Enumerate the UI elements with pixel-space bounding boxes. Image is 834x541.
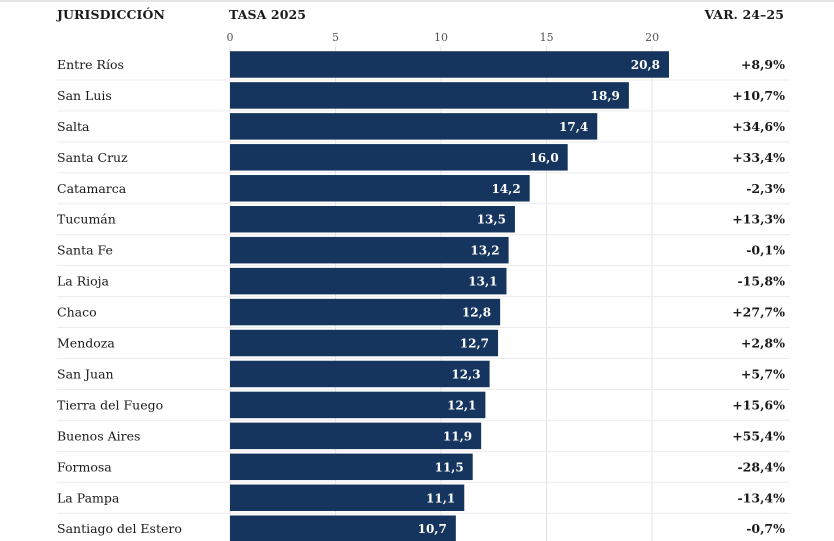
category-label: Tierra del Fuego <box>57 397 163 412</box>
variation-label: -0,7% <box>746 521 785 536</box>
row-labels: 20,8 Entre Ríos +8,9% 18,9 San Luis +10,7% 17,… <box>57 57 785 536</box>
x-tick-label: 15 <box>540 31 554 44</box>
variation-label: +27,7% <box>732 305 785 320</box>
variation-label: +10,7% <box>732 88 785 103</box>
variation-label: +2,8% <box>741 336 785 351</box>
x-tick-label: 20 <box>645 31 659 44</box>
bar-value-label: 12,7 <box>460 337 489 351</box>
category-label: La Pampa <box>57 490 120 505</box>
bar <box>230 360 490 388</box>
variation-label: +33,4% <box>732 150 785 165</box>
bar <box>230 175 530 202</box>
bars <box>230 51 669 541</box>
header-jurisdiccion: JURISDICCIÓN <box>57 7 166 22</box>
bar <box>230 515 456 541</box>
category-label: Chaco <box>57 305 97 320</box>
bar-value-label: 12,1 <box>447 398 476 412</box>
category-label: Santa Cruz <box>57 150 128 165</box>
category-label: Santa Fe <box>57 243 113 258</box>
bar <box>230 484 465 512</box>
bar <box>230 51 669 78</box>
bar <box>230 298 501 326</box>
category-label: Buenos Aires <box>57 428 140 443</box>
x-axis-ticks: 0 5 10 15 20 <box>227 31 660 44</box>
bar <box>230 144 568 171</box>
bar-value-label: 11,1 <box>426 491 455 505</box>
bar <box>230 267 507 295</box>
row-dividers <box>57 79 790 514</box>
category-label: San Luis <box>57 88 112 103</box>
variation-label: +15,6% <box>732 397 785 412</box>
bar <box>230 205 515 233</box>
variation-label: +55,4% <box>732 428 785 443</box>
header-variacion: VAR. 24–25 <box>704 7 784 22</box>
bar-value-label: 13,2 <box>470 244 499 258</box>
bar-value-label: 18,9 <box>591 89 620 103</box>
bar-value-label: 11,9 <box>443 429 472 443</box>
category-label: La Rioja <box>57 274 110 289</box>
variation-label: +5,7% <box>741 366 785 381</box>
bar <box>230 391 486 419</box>
bar-value-label: 11,5 <box>434 460 463 474</box>
bar-value-label: 12,3 <box>451 367 480 381</box>
bar-value-label: 10,7 <box>418 522 447 536</box>
bar <box>230 236 509 264</box>
variation-label: -0,1% <box>746 243 785 258</box>
bar <box>230 329 499 357</box>
top-rule <box>0 0 834 2</box>
category-label: Salta <box>57 119 90 134</box>
bar-value-label: 20,8 <box>631 58 660 72</box>
category-label: Catamarca <box>57 181 127 196</box>
header-tasa: TASA 2025 <box>229 7 307 22</box>
variation-label: -13,4% <box>737 490 785 505</box>
category-label: Formosa <box>57 459 112 474</box>
bar-value-label: 12,8 <box>462 306 491 320</box>
variation-label: -2,3% <box>746 181 785 196</box>
category-label: Santiago del Estero <box>57 521 182 536</box>
variation-label: -28,4% <box>737 459 785 474</box>
bar <box>230 422 482 450</box>
category-label: Entre Ríos <box>57 57 124 72</box>
category-label: Tucumán <box>57 212 116 227</box>
bar-value-label: 16,0 <box>529 151 558 165</box>
variation-label: -15,8% <box>737 274 785 289</box>
bar-value-label: 14,2 <box>491 182 520 196</box>
category-label: Mendoza <box>57 336 115 351</box>
bar <box>230 113 598 140</box>
bar-value-label: 17,4 <box>559 120 588 134</box>
variation-label: +8,9% <box>741 57 785 72</box>
x-tick-label: 10 <box>434 31 448 44</box>
x-tick-label: 5 <box>332 31 339 44</box>
bar <box>230 453 473 481</box>
category-label: San Juan <box>57 366 114 381</box>
bar-value-label: 13,5 <box>477 213 506 227</box>
bar <box>230 82 629 109</box>
variation-label: +34,6% <box>732 119 785 134</box>
bar-value-label: 13,1 <box>468 275 497 289</box>
x-tick-label: 0 <box>227 31 234 44</box>
variation-label: +13,3% <box>732 212 785 227</box>
